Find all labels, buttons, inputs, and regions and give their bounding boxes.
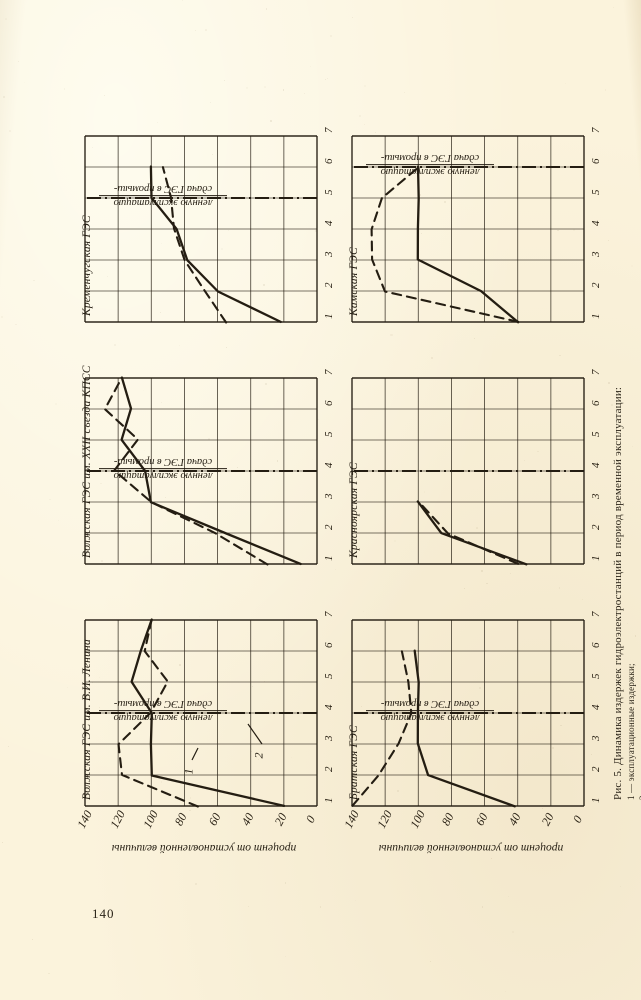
grid-lines [84,135,318,323]
series-line-1 [161,166,228,324]
series-line-1 [351,650,413,807]
series-line-2 [413,649,516,808]
figure-legend-1: 1 — эксплуатационные издержки; [626,663,636,800]
chart-plot-volzhskaya-lenin [84,618,318,808]
chart-plot-kama [351,135,585,324]
series-line-1 [370,166,520,323]
figure-caption-main: Рис. 5. Динамика издержек гидроэлектрост… [612,386,624,800]
series-line-1 [103,376,269,566]
figure-caption: Рис. 5. Динамика издержек гидроэлектрост… [612,280,641,800]
series-line-2 [416,500,528,566]
chart-plot-volzhskaya-22 [84,376,318,566]
series-line-2 [120,376,302,566]
chart-plot-kremenchug [84,135,318,324]
chart-plot-krasnoyarsk [351,377,585,566]
page-number: 140 [92,906,115,921]
series-line-2 [149,165,282,324]
chart-plot-bratsk [351,619,585,808]
series-line-1 [417,500,520,565]
series-line-2 [416,165,520,324]
series-line-2 [130,618,286,808]
